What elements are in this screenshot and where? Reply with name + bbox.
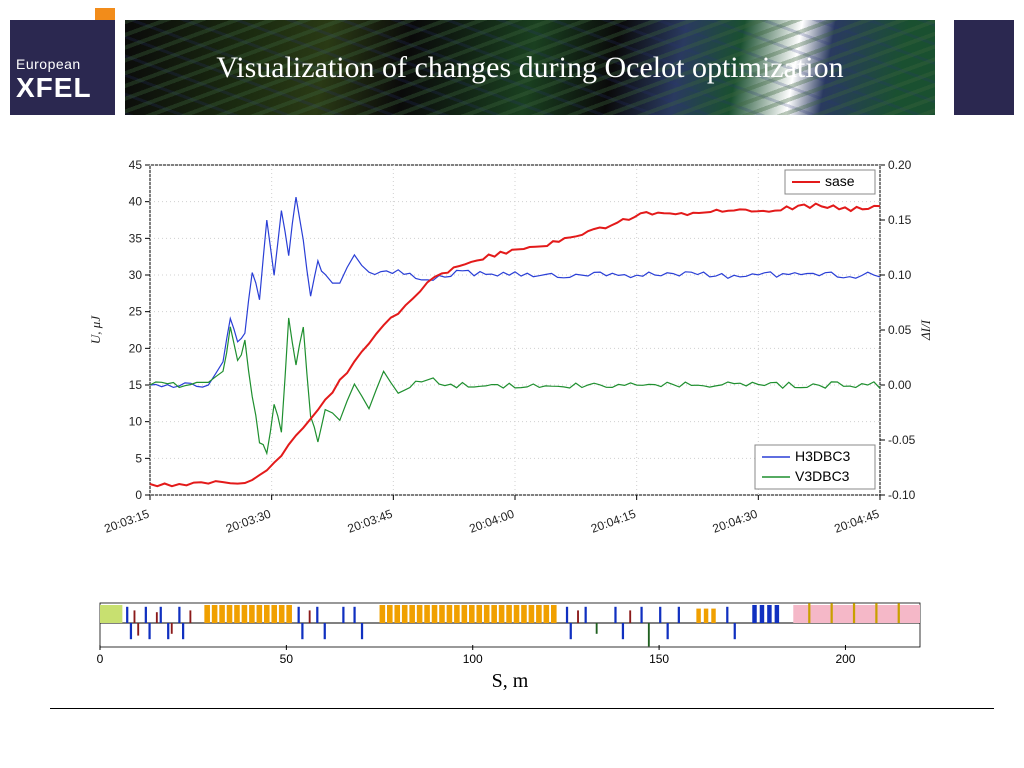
svg-text:40: 40 — [129, 195, 143, 209]
header-side-block — [954, 20, 1014, 115]
svg-text:10: 10 — [129, 415, 143, 429]
logo-accent — [95, 8, 115, 20]
svg-text:45: 45 — [129, 158, 143, 172]
xfel-logo: European XFEL — [10, 20, 115, 115]
svg-text:20:03:30: 20:03:30 — [224, 507, 273, 536]
svg-text:0: 0 — [135, 488, 142, 502]
svg-text:H3DBC3: H3DBC3 — [795, 448, 850, 464]
svg-text:-0.10: -0.10 — [888, 488, 916, 502]
lattice-strip: 050100150200 S, m — [80, 595, 940, 685]
svg-text:100: 100 — [463, 652, 483, 666]
svg-text:20:04:30: 20:04:30 — [711, 507, 760, 536]
svg-text:ΔI/I: ΔI/I — [918, 319, 933, 341]
svg-text:35: 35 — [129, 231, 143, 245]
svg-text:0.00: 0.00 — [888, 378, 912, 392]
logo-text-xfel: XFEL — [16, 74, 109, 102]
svg-text:20:04:45: 20:04:45 — [832, 507, 881, 536]
svg-text:20:04:00: 20:04:00 — [467, 507, 516, 536]
svg-text:20:03:45: 20:03:45 — [346, 507, 395, 536]
svg-text:20:03:15: 20:03:15 — [102, 507, 151, 536]
title-banner: Visualization of changes during Ocelot o… — [125, 20, 935, 115]
svg-text:V3DBC3: V3DBC3 — [795, 468, 850, 484]
chart-svg: 0 5 10 15 20 25 30 35 40 45 -0.10 -0.05 0.00 0.05 0.10… — [80, 155, 940, 555]
svg-text:20:04:15: 20:04:15 — [589, 507, 638, 536]
svg-text:30: 30 — [129, 268, 143, 282]
slide-title: Visualization of changes during Ocelot o… — [216, 49, 843, 87]
svg-text:15: 15 — [129, 378, 143, 392]
svg-text:0.15: 0.15 — [888, 213, 912, 227]
svg-text:-0.05: -0.05 — [888, 433, 916, 447]
svg-text:25: 25 — [129, 305, 143, 319]
svg-text:0.20: 0.20 — [888, 158, 912, 172]
svg-text:200: 200 — [835, 652, 855, 666]
main-chart: 0 5 10 15 20 25 30 35 40 45 -0.10 -0.05 0.00 0.05 0.10… — [80, 155, 940, 555]
svg-text:50: 50 — [280, 652, 294, 666]
svg-text:150: 150 — [649, 652, 669, 666]
svg-text:0.05: 0.05 — [888, 323, 912, 337]
header: European XFEL Visualization of changes d… — [0, 0, 1024, 115]
footer-rule — [50, 708, 994, 709]
logo-text-european: European — [16, 56, 109, 72]
svg-text:U, μJ: U, μJ — [88, 315, 103, 344]
svg-text:0.10: 0.10 — [888, 268, 912, 282]
svg-text:sase: sase — [825, 173, 855, 189]
lattice-x-label: S, m — [492, 670, 529, 693]
svg-text:5: 5 — [135, 451, 142, 465]
svg-text:20: 20 — [129, 341, 143, 355]
svg-text:0: 0 — [97, 652, 104, 666]
